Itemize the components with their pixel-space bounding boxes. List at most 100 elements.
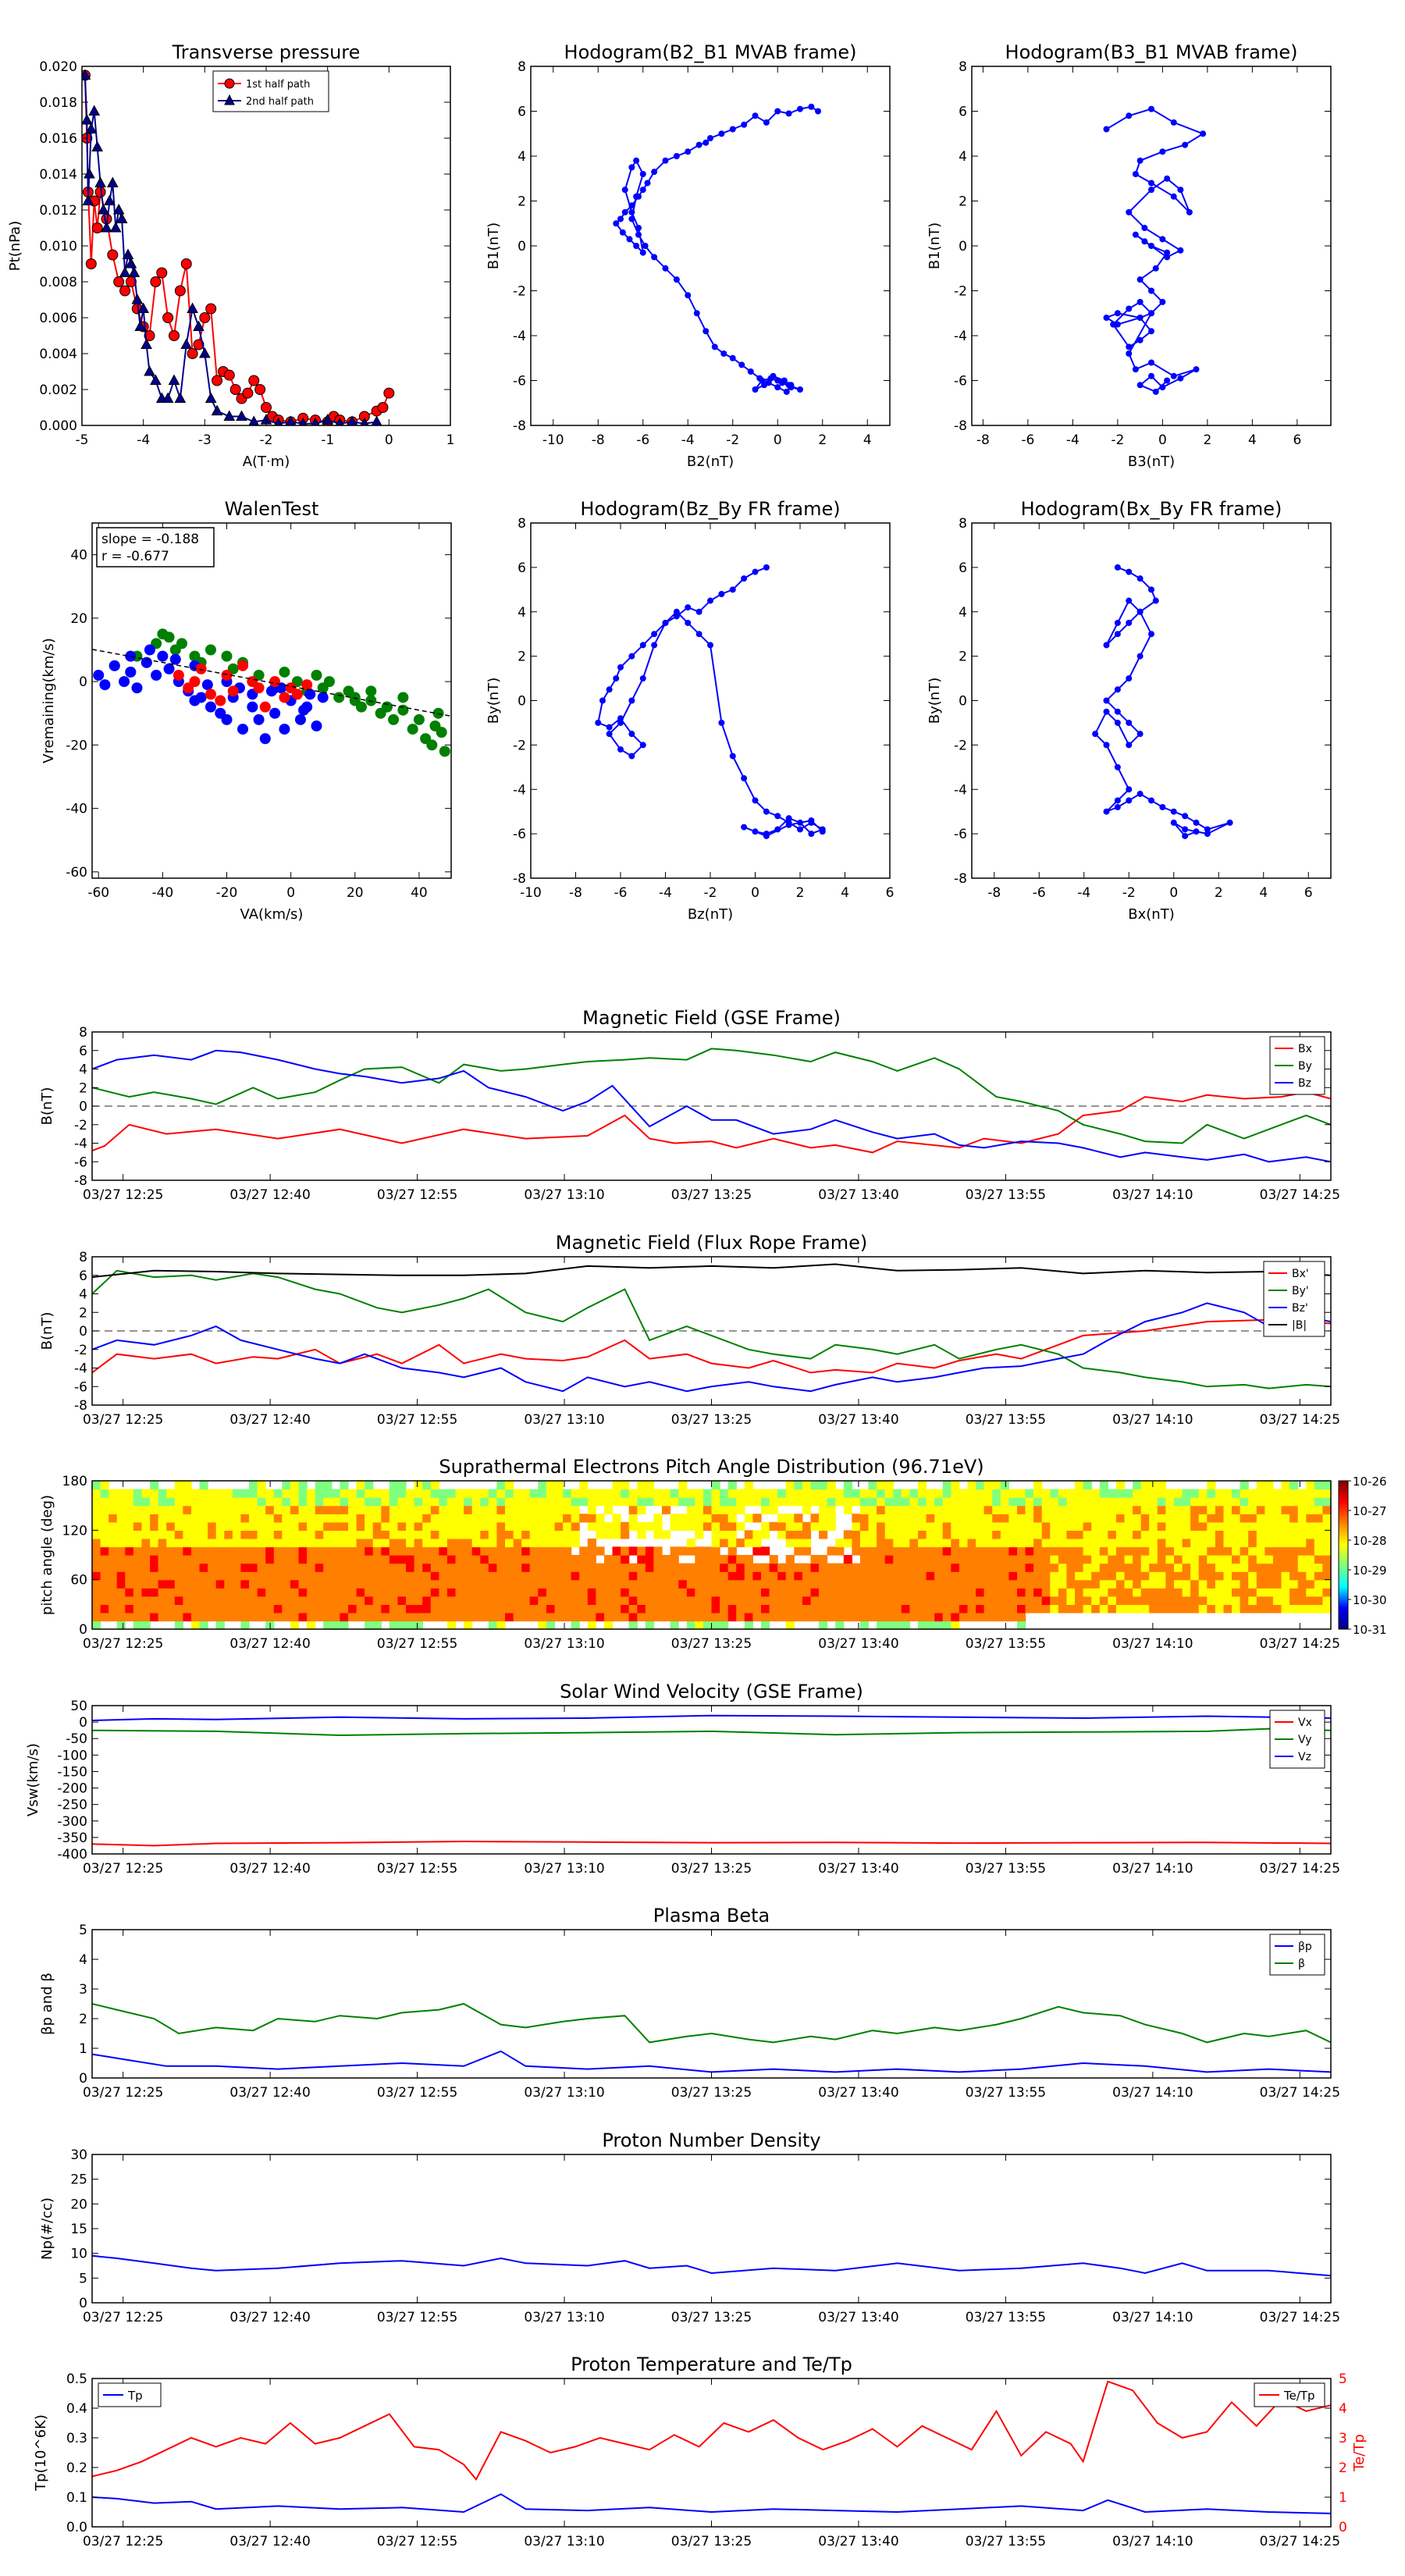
heatmap-cell [554,1489,564,1498]
heatmap-cell [1050,1521,1059,1531]
data-point [269,676,281,688]
heatmap-cell [785,1497,795,1507]
y-tick-label: -100 [57,1748,87,1763]
data-point [1148,797,1154,804]
data-point [1182,832,1189,839]
heatmap-cell [951,1514,960,1523]
heatmap-cell [488,1530,497,1539]
heatmap-cell [1264,1521,1274,1531]
heatmap-cell [736,1505,745,1514]
heatmap-cell [686,1571,695,1581]
heatmap-cell [290,1555,300,1564]
heatmap-cell [446,1489,457,1498]
heatmap-cell [290,1538,300,1548]
y-tick-label: 0 [79,1099,87,1115]
heatmap-cell [1306,1555,1315,1564]
heatmap-cell [529,1505,539,1514]
x-tick-label: -8 [987,885,1001,901]
heatmap-cell [744,1530,753,1539]
heatmap-cell [621,1530,630,1539]
x-tick-label: 03/27 13:10 [524,2534,604,2549]
heatmap-cell [563,1530,572,1539]
heatmap-cell [298,1505,308,1514]
heatmap-cell [290,1489,300,1498]
heatmap-cell [645,1521,655,1531]
heatmap-cell [926,1571,935,1581]
heatmap-cell [323,1481,333,1490]
heatmap-cell [381,1514,390,1523]
heatmap-cell [232,1612,242,1622]
heatmap-cell [521,1489,531,1498]
heatmap-cell [1124,1555,1133,1564]
heatmap-cell [702,1621,713,1630]
heatmap-cell [1099,1514,1108,1523]
data-point [180,258,192,269]
heatmap-cell [794,1521,803,1531]
heatmap-cell [133,1514,143,1523]
heatmap-cell [926,1505,935,1514]
data-point [752,386,759,393]
heatmap-cell [1207,1555,1216,1564]
heatmap-cell [984,1555,993,1564]
heatmap-cell [711,1497,720,1507]
heatmap-cell [884,1555,894,1564]
heatmap-cell [125,1546,134,1556]
x-tick-label: 03/27 13:25 [671,2534,752,2549]
heatmap-cell [604,1579,614,1589]
heatmap-cell [1157,1579,1166,1589]
heatmap-cell [612,1563,621,1572]
heatmap-cell [505,1538,514,1548]
heatmap-cell [695,1530,704,1539]
data-point [205,303,217,315]
heatmap-cell [298,1538,308,1548]
heatmap-cell [761,1571,770,1581]
heatmap-cell [273,1571,283,1581]
heatmap-cell [224,1521,233,1531]
heatmap-cell [967,1505,976,1514]
y-axis-label: Tp(10^6K) [33,2414,49,2492]
heatmap-cell [843,1612,852,1622]
heatmap-cell [505,1555,514,1564]
heatmap-cell [249,1497,258,1507]
heatmap-cell [265,1612,275,1622]
heatmap-cell [208,1538,217,1548]
heatmap-cell [1207,1604,1216,1614]
heatmap-cell [967,1555,976,1564]
data-point [215,695,226,706]
heatmap-cell [372,1621,382,1630]
heatmap-cell [819,1555,828,1564]
heatmap-cell [372,1538,382,1548]
heatmap-cell [1182,1514,1191,1523]
heatmap-cell [621,1481,630,1490]
heatmap-cell [455,1497,464,1507]
heatmap-cell [596,1563,605,1572]
legend-label: βp [1298,1941,1312,1953]
heatmap-cell [727,1604,737,1614]
heatmap-cell [877,1621,886,1630]
heatmap-cell [604,1612,614,1622]
heatmap-cell [934,1497,944,1507]
heatmap-cell [702,1505,713,1514]
heatmap-cell [893,1588,902,1597]
heatmap-cell [827,1604,836,1614]
data-point [365,685,377,697]
heatmap-cell [1289,1563,1299,1572]
y-tick-label: -40 [66,802,87,817]
data-point [1132,231,1139,238]
data-point [266,685,277,697]
heatmap-cell [240,1505,250,1514]
heatmap-cell [670,1497,679,1507]
heatmap-cell [1289,1571,1299,1581]
y-tick-label: 2 [959,649,967,665]
heatmap-cell [513,1497,522,1507]
heatmap-cell [984,1546,993,1556]
heatmap-cell [1058,1546,1068,1556]
heatmap-cell [877,1481,886,1490]
heatmap-cell [1115,1489,1126,1498]
data-point [718,591,725,597]
heatmap-cell [702,1546,713,1556]
heatmap-cell [249,1538,258,1548]
heatmap-cell [92,1563,101,1572]
series-line [91,1091,1332,1154]
x-tick-label: 03/27 12:55 [377,1861,457,1877]
